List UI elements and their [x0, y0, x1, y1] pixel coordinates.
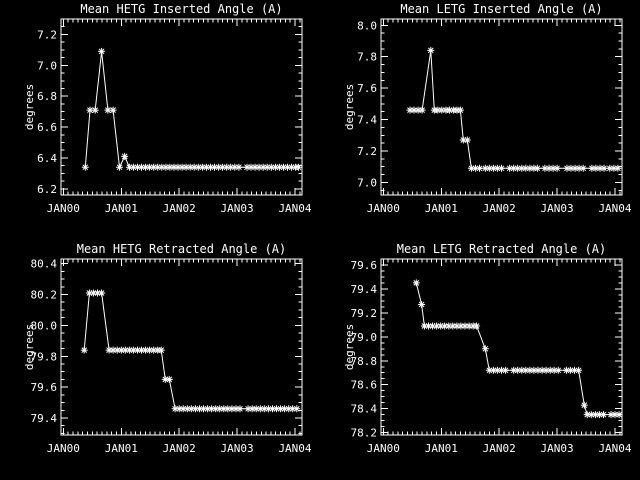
series-markers — [80, 289, 301, 413]
hetg-retracted-chart: Mean HETG Retracted Angle (A) degrees JAN0… — [23, 242, 312, 455]
y-tick-label: 6.4 — [37, 152, 57, 165]
x-tick-label: JAN01 — [425, 442, 458, 455]
y-tick-label: 7.8 — [357, 51, 377, 64]
x-tick-label: JAN00 — [47, 442, 80, 455]
plot-border — [380, 18, 623, 196]
y-tick-label: 8.0 — [357, 19, 377, 32]
x-tick-label: JAN04 — [598, 442, 631, 455]
y-tick-label: 7.2 — [37, 28, 57, 41]
x-tick-label: JAN03 — [221, 442, 254, 455]
chart-panel-hetg-retracted: Mean HETG Retracted Angle (A) degrees JAN0… — [0, 240, 320, 480]
plot-border — [380, 258, 623, 436]
y-tick-label: 78.4 — [351, 403, 378, 416]
y-tick-label: 6.8 — [37, 90, 57, 103]
y-tick-label: 78.6 — [351, 379, 378, 392]
chart-title: Mean HETG Inserted Angle (A) — [80, 2, 282, 16]
axis-ticks — [381, 258, 622, 435]
x-tick-label: JAN04 — [278, 442, 311, 455]
hetg-inserted-chart: Mean HETG Inserted Angle (A) degrees JAN00… — [23, 2, 312, 215]
series-markers — [81, 47, 302, 171]
y-tick-label: 79.2 — [351, 307, 378, 320]
plot-border — [60, 258, 303, 436]
y-tick-label: 78.8 — [351, 355, 378, 368]
y-tick-label: 7.0 — [37, 59, 57, 72]
x-tick-label: JAN01 — [105, 202, 138, 215]
y-tick-label: 79.4 — [351, 283, 378, 296]
y-axis-label: degrees — [23, 324, 36, 370]
chart-title: Mean LETG Retracted Angle (A) — [397, 242, 607, 256]
y-tick-label: 79.6 — [31, 381, 58, 394]
y-tick-label: 7.2 — [357, 145, 377, 158]
y-tick-label: 7.4 — [357, 114, 377, 127]
plot-border — [60, 18, 303, 196]
x-tick-label: JAN03 — [221, 202, 254, 215]
x-tick-label: JAN00 — [47, 202, 80, 215]
chart-title: Mean HETG Retracted Angle (A) — [77, 242, 287, 256]
x-tick-label: JAN02 — [163, 442, 196, 455]
y-tick-label: 79.6 — [351, 259, 378, 272]
y-tick-label: 80.2 — [31, 289, 58, 302]
y-tick-label: 7.0 — [357, 176, 377, 189]
chart-title: Mean LETG Inserted Angle (A) — [400, 2, 602, 16]
y-tick-label: 80.0 — [31, 319, 58, 332]
y-tick-label: 80.4 — [31, 258, 58, 271]
x-tick-label: JAN02 — [483, 442, 516, 455]
chart-panel-letg-retracted: Mean LETG Retracted Angle (A) degrees JAN0… — [320, 240, 640, 480]
x-tick-label: JAN01 — [105, 442, 138, 455]
x-tick-label: JAN04 — [278, 202, 311, 215]
x-tick-label: JAN03 — [541, 442, 574, 455]
y-tick-label: 6.6 — [37, 121, 57, 134]
y-axis-label: degrees — [23, 84, 36, 130]
axis-ticks — [381, 19, 622, 195]
series-line — [415, 282, 620, 416]
y-tick-label: 79.8 — [31, 350, 58, 363]
letg-retracted-chart: Mean LETG Retracted Angle (A) degrees JAN0… — [343, 242, 632, 455]
x-tick-label: JAN04 — [598, 202, 631, 215]
chart-panel-letg-inserted: Mean LETG Inserted Angle (A) degrees JAN00… — [320, 0, 640, 240]
y-tick-label: 78.2 — [351, 427, 378, 440]
y-tick-label: 79.4 — [31, 412, 58, 425]
x-tick-label: JAN00 — [367, 202, 400, 215]
x-tick-label: JAN00 — [367, 442, 400, 455]
y-axis-label: degrees — [343, 324, 356, 370]
letg-inserted-chart: Mean LETG Inserted Angle (A) degrees JAN00… — [343, 2, 632, 215]
y-tick-label: 7.6 — [357, 82, 377, 95]
axis-ticks — [61, 259, 302, 435]
series-line — [84, 51, 299, 169]
x-tick-label: JAN01 — [425, 202, 458, 215]
axis-ticks — [61, 18, 302, 195]
series-markers — [412, 279, 623, 419]
y-tick-label: 6.2 — [37, 183, 57, 196]
x-tick-label: JAN03 — [541, 202, 574, 215]
x-tick-label: JAN02 — [163, 202, 196, 215]
y-axis-label: degrees — [343, 84, 356, 130]
chart-panel-hetg-inserted: Mean HETG Inserted Angle (A) degrees JAN00… — [0, 0, 320, 240]
x-tick-label: JAN02 — [483, 202, 516, 215]
series-markers — [406, 46, 622, 172]
y-tick-label: 79.0 — [351, 331, 378, 344]
